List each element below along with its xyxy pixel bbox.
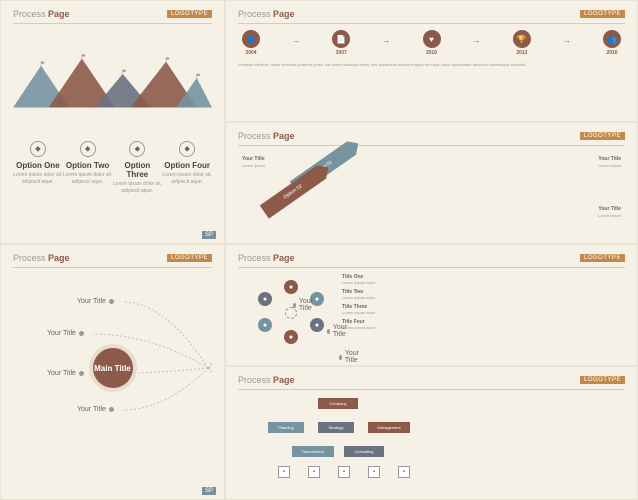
mindmap-node: Your Title — [43, 368, 88, 379]
mindmap-node: Your Title — [289, 296, 319, 314]
option-icon: ⬥ — [80, 141, 96, 157]
timeline-icon: 👥 — [603, 30, 621, 48]
slide-timeline: Process Page LOGOTYPE 👤2004→📄2007→♥2010→… — [225, 0, 638, 122]
mindmap: Main Title Your Title Your Title Your Titl… — [13, 278, 212, 458]
org-box: Planning — [268, 422, 304, 433]
org-box: Recruitment — [292, 446, 334, 457]
logo-badge: LOGOTYPE — [580, 10, 625, 18]
mindmap-node: Your Title — [323, 322, 353, 340]
description-text: Vivamus eleifend, turpis vehicula pharet… — [238, 62, 625, 67]
timeline-year: 2007 — [336, 50, 347, 56]
timeline-row: 👤2004→📄2007→♥2010→🏆2013→👥2016 — [242, 30, 621, 56]
timeline-year: 2004 — [245, 50, 256, 56]
slide-title: Process Page — [238, 9, 295, 19]
option-title: Option Three — [113, 161, 163, 179]
timeline-year: 2013 — [516, 50, 527, 56]
mindmap-node: Your Title — [43, 328, 88, 339]
org-box: Strategy — [318, 422, 354, 433]
timeline-year: 2010 — [426, 50, 437, 56]
timeline-icon: 🏆 — [513, 30, 531, 48]
mountain-chart: ⬥Option OneLorem ipsum dolor sit, adipis… — [13, 32, 212, 162]
org-box: Company — [318, 398, 358, 409]
org-box: Management — [368, 422, 410, 433]
timeline-icon: 📄 — [332, 30, 350, 48]
slide-radial: Process Page LOGOTYPE ●●●●●● Title OneLo… — [225, 244, 638, 366]
mindmap-node: Your Title — [73, 404, 118, 415]
option-icon: ⬥ — [179, 141, 195, 157]
mindmap-node: Your Title — [335, 348, 365, 366]
arrow-option-2: Option 02 — [260, 165, 327, 218]
mindmap-center: Main Title — [89, 344, 137, 392]
timeline-icon: ♥ — [423, 30, 441, 48]
option-title: Option Two — [63, 161, 113, 170]
timeline-icon: 👤 — [242, 30, 260, 48]
slide-orgchart: Process Page LOGOTYPE CompanyPlanningStr… — [225, 366, 638, 500]
option-icon: ⬥ — [129, 141, 145, 157]
slide-mountains: Process Page LOGOTYPE ⬥Option OneLorem i… — [0, 0, 225, 244]
timeline-year: 2016 — [606, 50, 617, 56]
slide-mindmap: Process Page LOGOTYPE Main Title Your Ti… — [0, 244, 225, 500]
slide-arrows: Process Page LOGOTYPE Your TitleLorem ip… — [225, 122, 638, 244]
org-box: Consulting — [344, 446, 384, 457]
option-icon: ⬥ — [30, 141, 46, 157]
option-title: Option Four — [162, 161, 212, 170]
mindmap-node: Your Title — [73, 296, 118, 307]
option-title: Option One — [13, 161, 63, 170]
